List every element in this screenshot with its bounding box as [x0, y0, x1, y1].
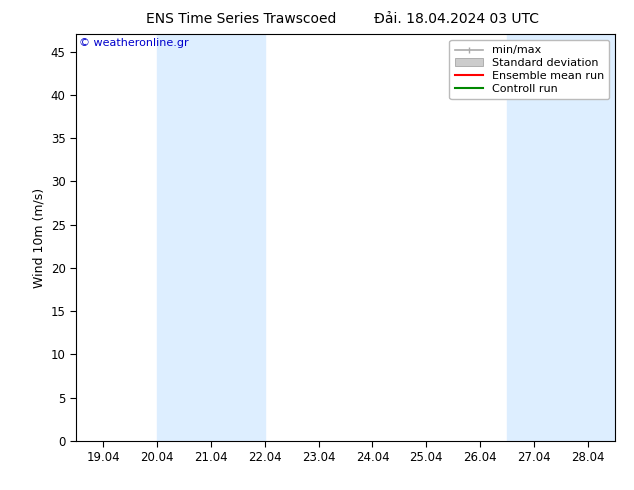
Text: ENS Time Series Trawscoed: ENS Time Series Trawscoed: [146, 12, 336, 26]
Text: Đải. 18.04.2024 03 UTC: Đải. 18.04.2024 03 UTC: [374, 12, 539, 26]
Y-axis label: Wind 10m (m/s): Wind 10m (m/s): [32, 188, 45, 288]
Legend: min/max, Standard deviation, Ensemble mean run, Controll run: min/max, Standard deviation, Ensemble me…: [450, 40, 609, 99]
Bar: [157, 34, 265, 441]
Text: © weatheronline.gr: © weatheronline.gr: [79, 38, 188, 49]
Bar: [507, 34, 615, 441]
